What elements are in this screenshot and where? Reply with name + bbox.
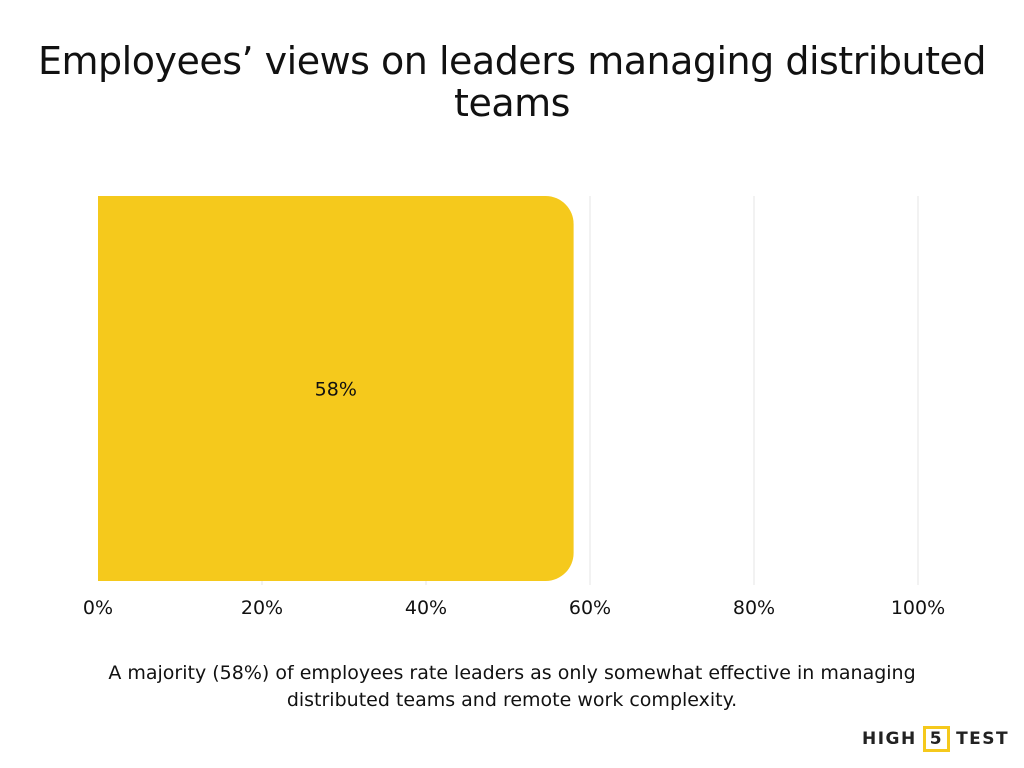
brand-logo: HIGH 5 TEST <box>862 726 1009 752</box>
x-tick-label: 60% <box>569 597 611 619</box>
x-tick-label: 40% <box>405 597 447 619</box>
chart-title: Employees’ views on leaders managing dis… <box>38 39 986 125</box>
x-tick-label: 80% <box>733 597 775 619</box>
logo-text-test: TEST <box>956 729 1010 749</box>
logo-text-high: HIGH <box>862 729 917 749</box>
chart-caption: A majority (58%) of employees rate leade… <box>108 662 916 711</box>
bar-chart: 0% 20% 40% 60% 80% 100% 58% <box>83 196 945 619</box>
x-tick-label: 0% <box>83 597 113 619</box>
data-label: 58% <box>315 379 357 401</box>
logo-text-five: 5 <box>922 726 951 752</box>
x-tick-label: 100% <box>891 597 945 619</box>
x-tick-label: 20% <box>241 597 283 619</box>
bar <box>98 196 574 581</box>
